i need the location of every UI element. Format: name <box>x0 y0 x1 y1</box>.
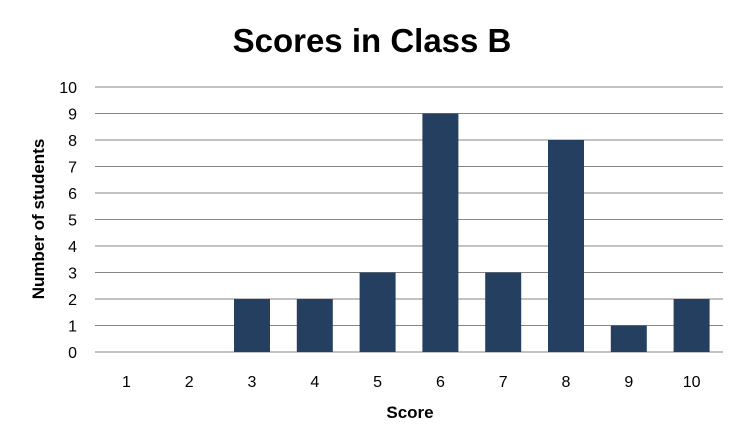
y-axis-label: Number of students <box>29 139 48 300</box>
y-tick-label: 4 <box>68 239 77 256</box>
x-axis-ticks: 1 2 3 4 5 6 7 8 9 10 <box>122 374 701 391</box>
gridlines <box>95 86 723 353</box>
x-tick-label: 6 <box>436 374 445 391</box>
y-tick-label: 5 <box>68 213 77 230</box>
chart-title: Scores in Class B <box>233 22 512 59</box>
x-tick-label: 2 <box>185 374 194 391</box>
x-tick-label: 9 <box>624 374 633 391</box>
bar-10 <box>673 299 710 352</box>
y-tick-label: 2 <box>68 292 77 309</box>
y-tick-label: 6 <box>68 186 77 203</box>
x-tick-label: 5 <box>373 374 382 391</box>
bar-3 <box>234 299 270 352</box>
bar-6 <box>422 113 459 352</box>
bar-9 <box>610 325 647 352</box>
x-tick-label: 1 <box>122 374 131 391</box>
bar-7 <box>485 272 522 352</box>
bar-4 <box>296 299 333 352</box>
x-tick-label: 10 <box>683 374 701 391</box>
x-tick-label: 3 <box>248 374 257 391</box>
y-tick-label: 3 <box>68 266 77 283</box>
bar-5 <box>359 272 396 352</box>
x-tick-label: 8 <box>562 374 571 391</box>
y-tick-label: 8 <box>68 133 77 150</box>
y-tick-label: 0 <box>68 345 77 362</box>
y-tick-label: 10 <box>59 80 77 97</box>
y-axis-ticks: 0 1 2 3 4 5 6 7 8 9 10 <box>59 80 77 362</box>
bars <box>234 113 710 352</box>
y-tick-label: 9 <box>68 107 77 124</box>
y-tick-label: 7 <box>68 160 77 177</box>
x-axis-label: Score <box>386 403 433 422</box>
y-tick-label: 1 <box>68 319 77 336</box>
bar-8 <box>548 140 584 352</box>
x-tick-label: 4 <box>310 374 319 391</box>
x-tick-label: 7 <box>499 374 508 391</box>
